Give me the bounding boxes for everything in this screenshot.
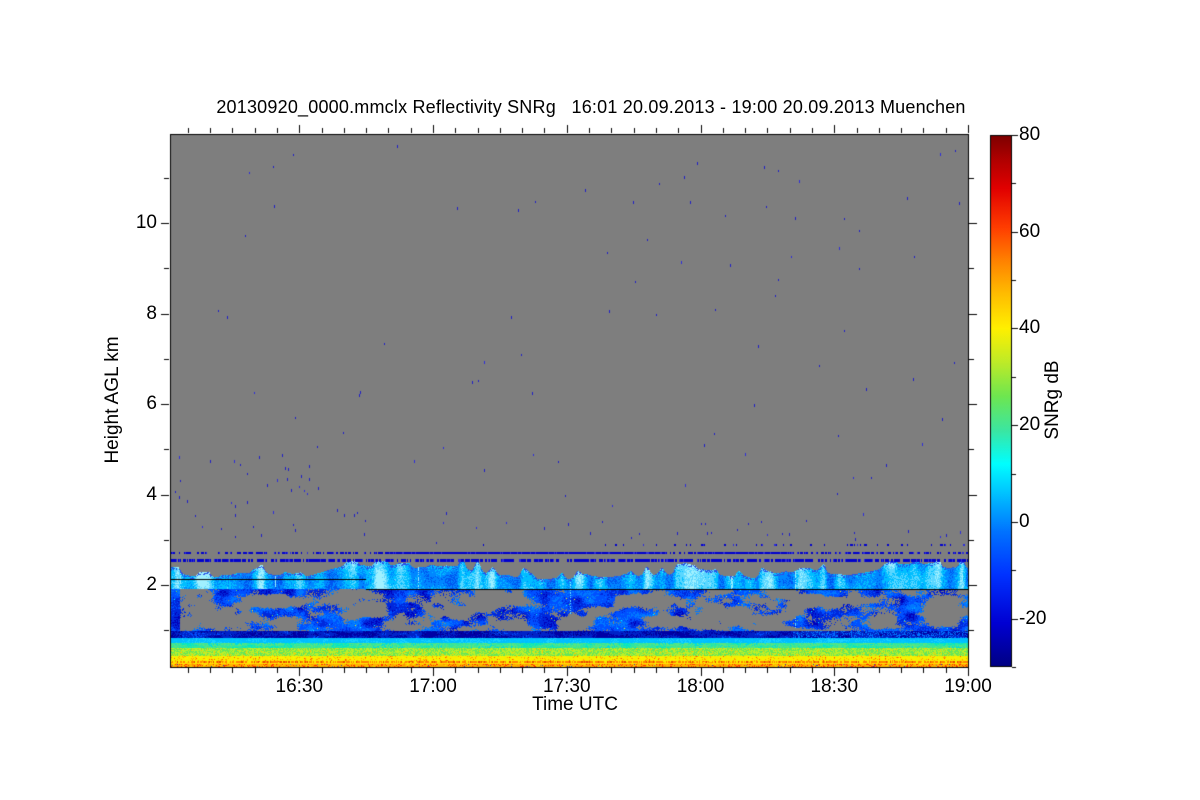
y-tick-label: 6 <box>146 393 157 414</box>
colorbar-tick-label: 20 <box>1019 414 1041 436</box>
y-tick-label: 8 <box>146 302 157 324</box>
x-tick-label: 17:30 <box>542 676 591 697</box>
colorbar-tick-label: -20 <box>1019 607 1047 629</box>
x-tick-label: 16:30 <box>275 676 324 697</box>
y-tick-label: 4 <box>146 483 157 505</box>
x-axis-label: Time UTC <box>532 694 618 715</box>
x-tick-label: 19:00 <box>944 676 992 697</box>
colorbar-tick-label: 60 <box>1019 220 1041 242</box>
colorbar-tick-label: 0 <box>1019 510 1030 532</box>
x-tick-label: 18:30 <box>810 676 859 697</box>
y-tick-label: 10 <box>135 212 157 233</box>
colorbar-tick-label: 80 <box>1019 124 1041 145</box>
plot-title: 20130920_0000.mmclx Reflectivity SNRg 16… <box>216 97 966 117</box>
y-tick-label: 2 <box>146 574 157 595</box>
x-tick-label: 18:00 <box>676 676 725 697</box>
x-tick-label: 17:00 <box>409 676 457 697</box>
colorbar-label: SNRg dB <box>1042 360 1063 440</box>
colorbar-tick-label: 40 <box>1019 317 1041 339</box>
